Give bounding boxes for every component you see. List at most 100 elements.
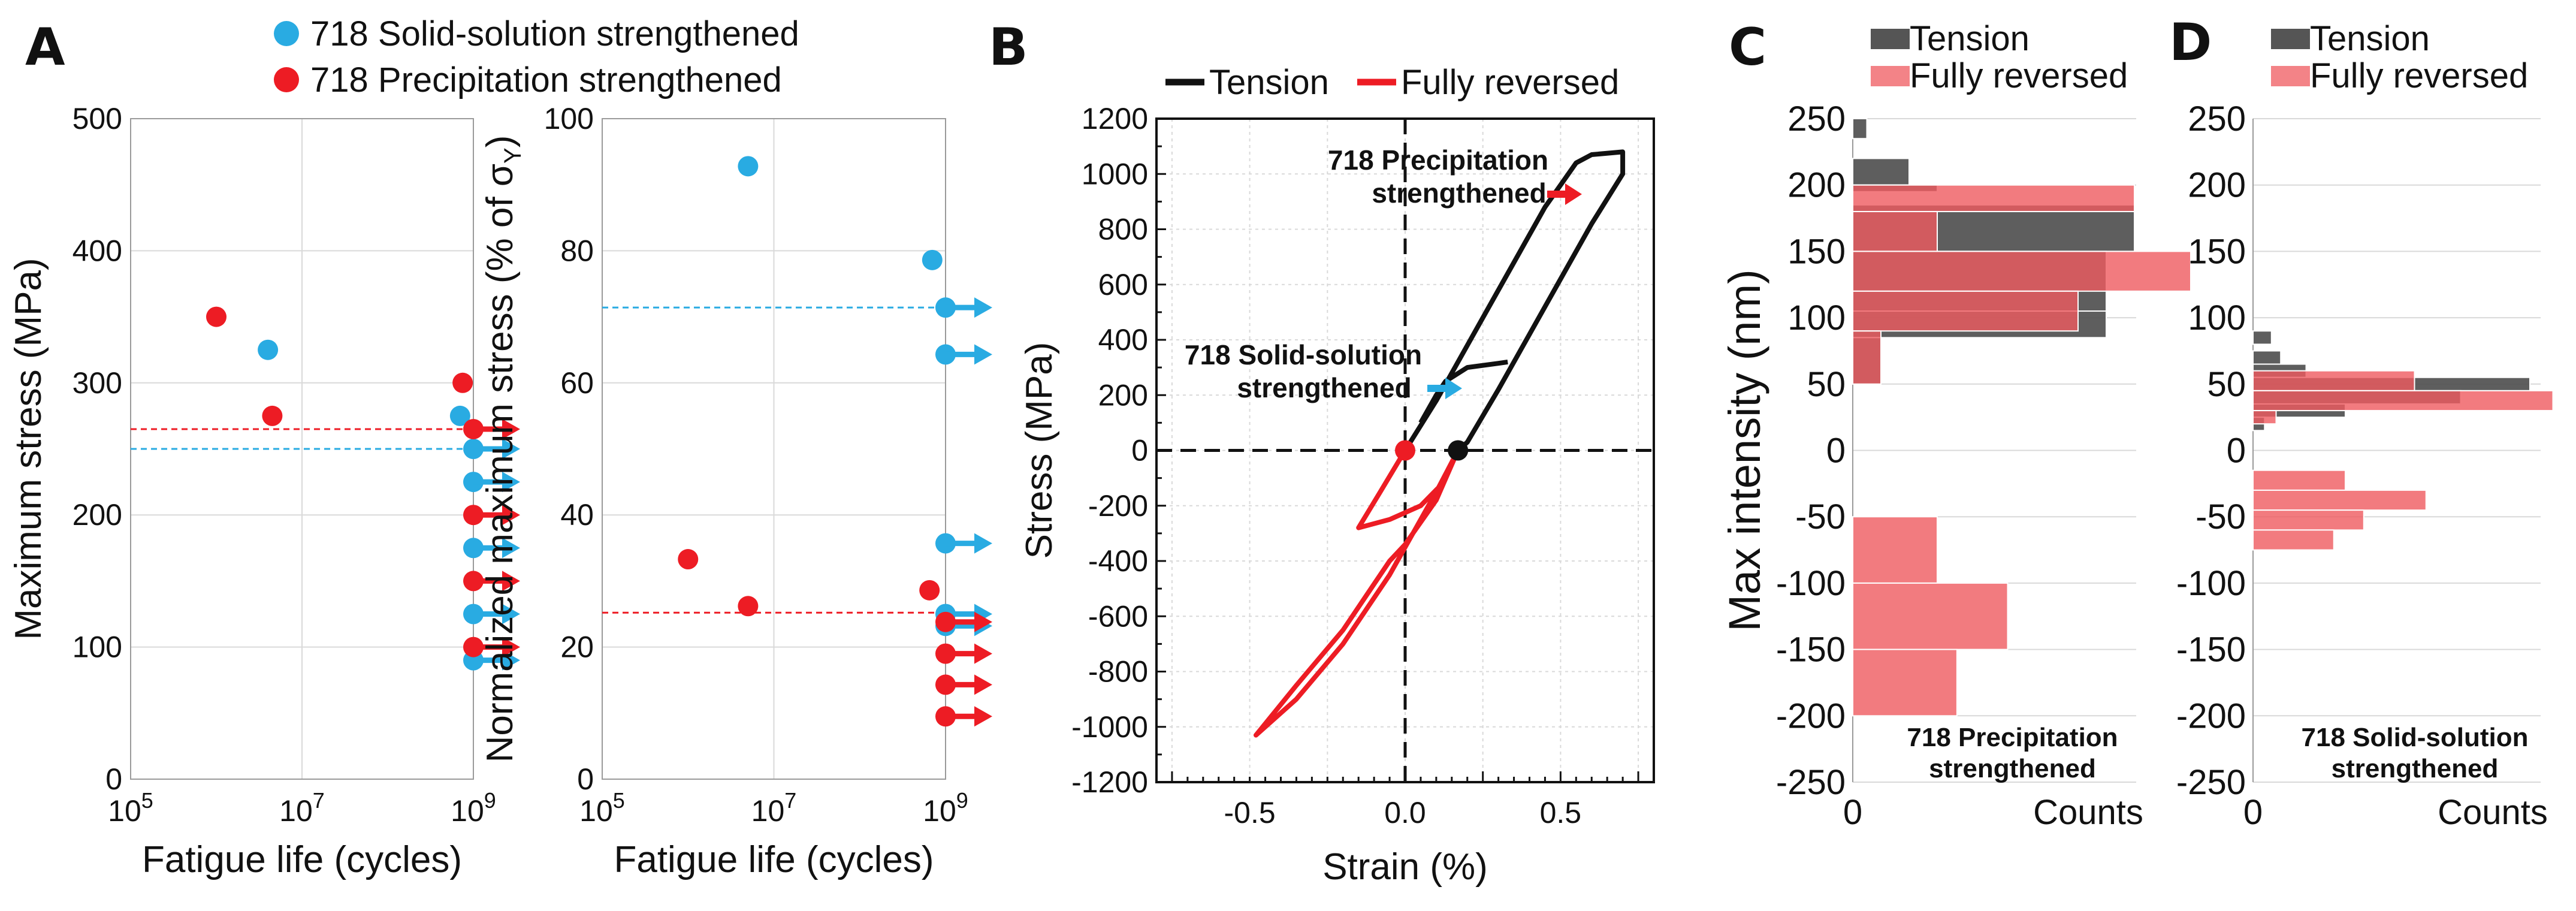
runout-head xyxy=(974,706,992,727)
data-point xyxy=(262,405,283,426)
runout-arrow xyxy=(463,505,520,526)
x-axis-title: Counts xyxy=(2438,793,2548,832)
runout-head xyxy=(974,533,992,554)
runout-head xyxy=(974,297,992,318)
runout-head xyxy=(502,505,520,526)
y-tick-label: -1000 xyxy=(1071,710,1148,744)
y-tick-label: 300 xyxy=(73,366,122,400)
data-point xyxy=(922,249,943,270)
annotation-solid-line1: 718 Solid-solution xyxy=(1185,339,1422,370)
histogram-bar xyxy=(1852,118,1868,140)
runout-arrow xyxy=(935,297,992,318)
y-tick-label: 600 xyxy=(1098,268,1148,301)
legend-solid-marker xyxy=(274,21,299,46)
curve-fully-reversed xyxy=(1254,448,1461,738)
y-tick-label: 20 xyxy=(560,631,594,664)
curve-tension xyxy=(1403,149,1626,453)
y-tick-label: 0 xyxy=(1826,432,1846,470)
y-tick-label: 400 xyxy=(73,234,122,267)
y-tick-label: -250 xyxy=(1776,763,1846,802)
y-tick-label: 200 xyxy=(1787,166,1846,205)
histogram-bar xyxy=(2252,370,2415,391)
legend-tension-swatch xyxy=(2271,29,2310,49)
x-axis-title: Fatigue life (cycles) xyxy=(614,839,934,880)
runout-head xyxy=(974,643,992,664)
y-tick-label: -150 xyxy=(1776,631,1846,669)
runout-arrow xyxy=(463,472,520,493)
y-tick-label: -800 xyxy=(1088,655,1148,689)
y-tick-label: 150 xyxy=(2188,232,2246,271)
runout-head xyxy=(502,637,520,657)
y-tick-label: 200 xyxy=(73,498,122,532)
origin-marker xyxy=(1395,440,1415,461)
y-tick-label: 200 xyxy=(1098,378,1148,412)
legend-reversed-label: Fully reversed xyxy=(2310,56,2528,95)
data-point xyxy=(678,549,699,570)
runout-arrow xyxy=(935,643,992,664)
legend-tension-label: Tension xyxy=(1910,19,2030,58)
x-tick-label: 107 xyxy=(279,788,325,828)
legend-reversed-swatch xyxy=(2271,66,2310,86)
x-tick-label: 105 xyxy=(579,788,625,828)
histogram-bar xyxy=(2252,350,2282,365)
y-axis-title: Maximum stress (MPa) xyxy=(8,258,49,639)
histogram-bar xyxy=(1852,648,1958,717)
x-axis-title: Counts xyxy=(2033,793,2143,832)
x-axis-title: Fatigue life (cycles) xyxy=(142,839,462,880)
chart-a1-maximum-stress: 0 100 200 300 400 500 105 107 109 Fatigue life (c… xyxy=(8,102,520,880)
y-tick-label: -150 xyxy=(2176,631,2246,669)
runout-arrow xyxy=(463,418,520,439)
histogram-bar xyxy=(2252,410,2277,425)
legend-reversed-swatch xyxy=(1871,66,1910,86)
histogram-bar xyxy=(1852,582,2009,650)
panel-label-d: D xyxy=(2169,13,2212,73)
y-tick-label: -1200 xyxy=(1071,765,1148,799)
annotation-solid-line2: strengthened xyxy=(1237,372,1411,403)
runout-arrow xyxy=(463,637,520,657)
chart-b-hysteresis: -1200 -1000 -800 -600 -400 -200 0 200 400 600 800 1… xyxy=(1019,63,1655,888)
x-tick-label: 105 xyxy=(108,788,153,828)
x-tick-label: 0 xyxy=(1843,793,1862,832)
histogram-bar xyxy=(2252,489,2427,511)
legend-reversed-label: Fully reversed xyxy=(1910,56,2128,95)
data-point xyxy=(919,580,940,601)
runout-arrow xyxy=(935,611,992,632)
legend-tension-swatch xyxy=(1871,29,1910,49)
annotation-solid-arrow xyxy=(1427,378,1462,399)
y-tick-label: 200 xyxy=(2188,166,2246,205)
runout-head xyxy=(502,604,520,625)
runout-head xyxy=(502,418,520,439)
y-tick-label: 400 xyxy=(1098,323,1148,357)
y-tick-label: -400 xyxy=(1088,544,1148,578)
chart-c-histogram: -250 -200 -150 -100 -50 0 50 100 150 200 250 0 Count… xyxy=(1720,19,2191,832)
x-tick-label: 107 xyxy=(751,788,797,828)
data-point xyxy=(206,306,227,327)
y-tick-label: 0 xyxy=(2227,432,2246,470)
y-axis-title: Max intensity (nm) xyxy=(1720,269,1769,631)
y-tick-label: 250 xyxy=(2188,99,2246,138)
runout-head xyxy=(974,611,992,632)
y-tick-label: 0 xyxy=(577,762,594,796)
x-tick-label: 109 xyxy=(923,788,968,828)
y-tick-label: 50 xyxy=(1807,365,1846,404)
panel-label-c: C xyxy=(1729,17,1766,77)
x-axis-title: Strain (%) xyxy=(1322,846,1488,888)
data-point xyxy=(258,339,279,360)
y-tick-label: 100 xyxy=(73,631,122,664)
data-point xyxy=(449,405,470,426)
annotation-precip-line1: 718 Precipitation xyxy=(1328,144,1548,176)
legend-solid-label: 718 Solid-solution strengthened xyxy=(310,14,799,53)
y-tick-label: 250 xyxy=(1787,99,1846,138)
histogram-bar xyxy=(1852,184,2135,212)
x-tick-label: 0.0 xyxy=(1384,796,1426,829)
chart-a2-normalized-stress: 0 20 40 60 80 100 105 107 109 Fatigue life (cycle… xyxy=(479,102,992,880)
y-tick-label: -50 xyxy=(2196,497,2246,536)
legend-precip-marker xyxy=(274,67,299,92)
runout-arrow xyxy=(463,538,520,559)
y-tick-label: 0 xyxy=(1131,434,1148,467)
runout-arrow xyxy=(935,533,992,554)
data-point xyxy=(452,372,473,393)
legend-reversed-label: Fully reversed xyxy=(1401,63,1619,102)
curve-tension xyxy=(1418,359,1508,424)
runout-arrow xyxy=(935,706,992,727)
